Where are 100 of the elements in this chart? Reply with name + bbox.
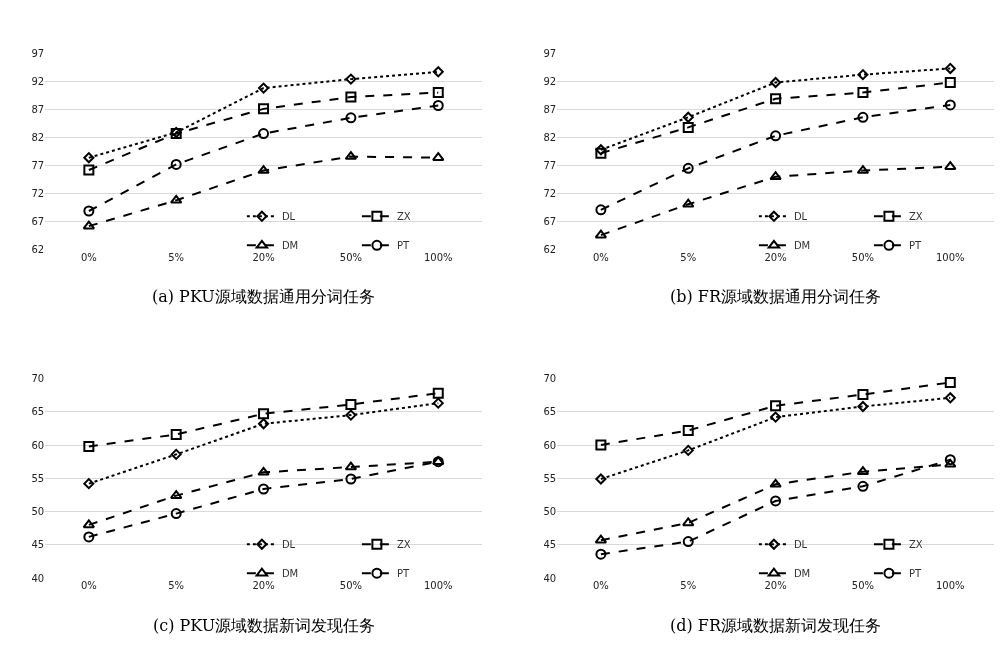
point [83,164,95,176]
point [432,99,444,111]
text: (d) FR源域数据新词发现任务 [670,616,881,635]
point [83,205,95,217]
point [345,473,357,485]
y-tick-label: 62 [543,244,557,256]
y-tick-label: 50 [543,506,557,518]
y-tick-label: 92 [31,75,45,87]
point [432,66,444,78]
y-tick-label: 65 [31,406,45,418]
legend-label: PT [396,240,410,252]
y-tick-label: 97 [31,47,45,59]
point [944,454,956,466]
point [595,439,607,451]
x-tick-label: 0% [592,580,609,592]
point [82,519,96,529]
point [258,103,270,115]
point [170,508,182,520]
point [682,162,694,174]
y-tick-label: 87 [31,103,45,115]
point [594,534,608,544]
y-tick-label: 77 [31,160,45,172]
point [345,112,357,124]
legend-label: DL [793,211,808,223]
y-tick-label: 82 [31,131,45,143]
y-tick-label: 65 [543,406,557,418]
y-tick-label: 45 [31,539,45,551]
point [258,418,270,430]
y-tick-label: 60 [31,439,45,451]
point [83,478,95,490]
x-tick-label: 50% [339,251,363,263]
point [944,99,956,111]
point [170,428,182,440]
x-tick-label: 5% [680,251,697,263]
x-tick-label: 100% [423,251,453,263]
y-tick-label: 45 [543,539,557,551]
point [258,408,270,420]
point [857,87,869,99]
y-tick-label: 62 [31,244,45,256]
point [83,440,95,452]
x-tick-label: 0% [80,251,97,263]
point [769,171,782,181]
x-tick-label: 5% [680,580,697,592]
legend-label: DM [793,568,811,580]
point [682,424,694,436]
y-tick-label: 97 [543,47,557,59]
point [682,536,694,548]
legend-label: PT [396,568,410,580]
y-tick-label: 50 [31,506,45,518]
legend-label: DL [793,539,808,551]
y-tick-label: 72 [543,188,557,200]
text: (c) PKU源域数据新词发现任务 [153,616,376,635]
y-tick-label: 72 [31,188,45,200]
point [944,377,956,389]
point [770,76,782,89]
y-tick-label: 40 [543,572,557,584]
x-tick-label: 5% [168,580,185,592]
x-tick-label: 50% [339,580,363,592]
x-tick-label: 20% [764,251,787,263]
point [258,483,270,495]
legend-label: ZX [396,211,411,223]
point [345,409,357,421]
y-tick-label: 55 [31,472,45,484]
x-tick-label: 100% [935,580,965,592]
point [257,466,270,476]
point [595,204,607,216]
point [170,158,182,170]
point [345,398,357,410]
y-tick-label: 40 [31,572,45,584]
x-tick-label: 100% [935,251,965,263]
legend-label: DL [281,211,296,223]
point [857,111,869,123]
point [432,397,444,409]
point [944,62,956,74]
x-tick-label: 20% [252,251,275,263]
x-tick-label: 20% [252,580,275,592]
point [82,220,96,230]
y-tick-label: 70 [31,373,45,385]
point [770,93,782,105]
point [944,458,957,468]
y-tick-label: 55 [543,472,557,484]
legend-label: DL [281,539,296,551]
y-tick-label: 77 [543,160,557,172]
text: (a) PKU源域数据通用分词任务 [152,287,375,306]
point [345,91,357,103]
text: (b) FR源域数据通用分词任务 [670,287,881,306]
point [682,121,694,133]
y-tick-label: 60 [543,439,557,451]
point [83,152,95,164]
legend-label: ZX [908,211,923,223]
legend-label: PT [908,240,922,252]
y-tick-label: 67 [31,216,45,228]
legend-label: DM [281,568,299,580]
legend-label: PT [908,568,922,580]
x-tick-label: 0% [592,251,609,263]
point [682,111,694,123]
y-tick-label: 67 [543,216,557,228]
x-tick-label: 0% [80,580,97,592]
y-tick-label: 82 [543,131,557,143]
point [770,495,782,507]
